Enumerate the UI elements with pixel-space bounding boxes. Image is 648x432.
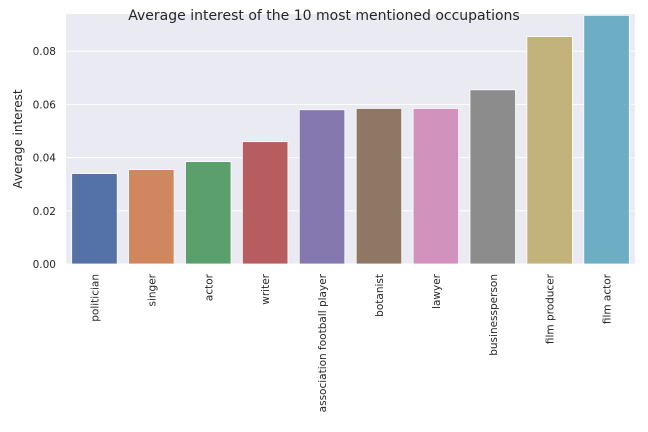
y-axis-label: Average interest	[11, 89, 25, 188]
x-tick-label: film actor	[602, 273, 614, 324]
x-tick-label: botanist	[374, 274, 386, 317]
y-axis-ticks: 0.00 0.02 0.04 0.06 0.08	[33, 46, 57, 271]
x-tick-label: lawyer	[431, 273, 443, 309]
x-axis-ticks: politician singer actor writer association f…	[89, 273, 613, 412]
bar-lawyer	[412, 108, 460, 265]
x-tick-label: singer	[146, 273, 158, 306]
bars	[71, 14, 630, 265]
x-tick-label: association football player	[317, 273, 329, 412]
bar-actor	[185, 161, 232, 265]
x-tick-label: film producer	[545, 273, 557, 344]
bar-writer	[241, 141, 289, 265]
y-tick-label: 0.04	[33, 153, 57, 165]
y-tick-label: 0.02	[33, 206, 56, 218]
x-tick-label: actor	[203, 273, 215, 301]
chart-title: Average interest of the 10 most mentione…	[128, 8, 519, 24]
bar-singer	[128, 169, 175, 265]
y-tick-label: 0.06	[33, 99, 57, 111]
bar-film-producer	[526, 36, 573, 265]
bar-film-actor	[583, 14, 630, 265]
bar-association-football-player	[298, 109, 346, 265]
bar-politician	[71, 173, 118, 265]
x-tick-label: businessperson	[488, 274, 500, 356]
x-tick-label: writer	[260, 273, 272, 304]
bar-botanist	[355, 108, 403, 265]
bar-businessperson	[469, 89, 516, 265]
y-tick-label: 0.08	[33, 46, 56, 58]
x-tick-label: politician	[89, 274, 101, 322]
y-tick-label: 0.00	[33, 259, 56, 271]
